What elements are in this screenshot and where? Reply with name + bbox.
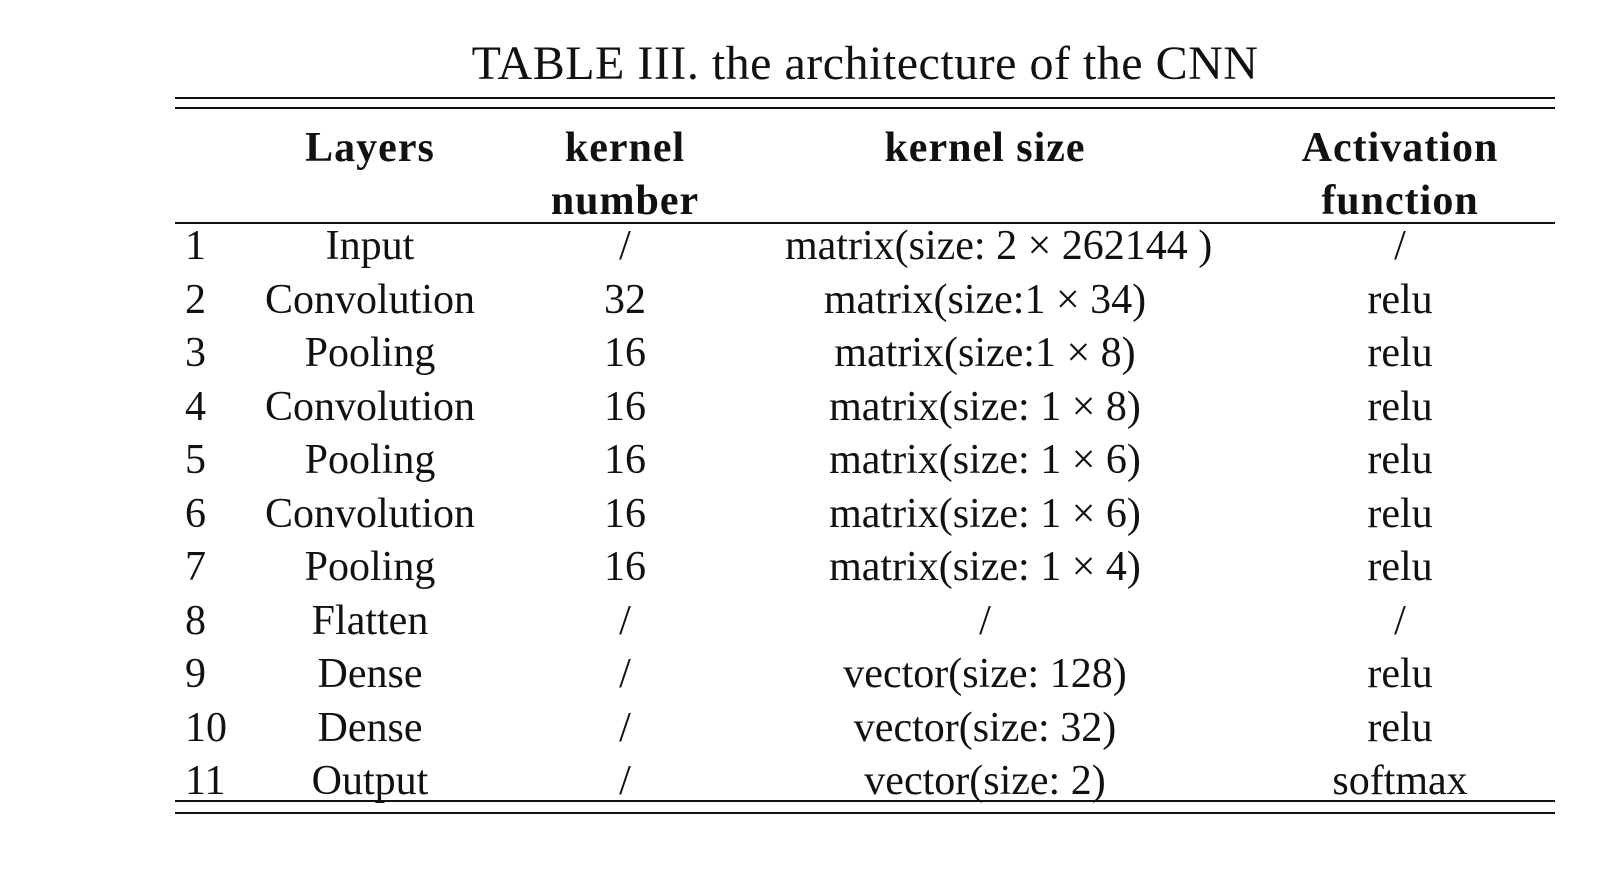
table-row: 2 Convolution 32 matrix(size:1 × 34) relu — [175, 274, 1555, 328]
header-kernel-number: kernel number — [510, 122, 740, 228]
row-activation: relu — [1367, 330, 1433, 376]
row-kernel-number: / — [619, 758, 631, 804]
row-activation: relu — [1367, 490, 1433, 537]
row-number: 7 — [185, 544, 206, 590]
header-activation-line1: Activation — [1301, 125, 1499, 171]
top-rule-outer — [175, 97, 1555, 99]
row-kernel-size: matrix(size: 2 × 262144 ) — [785, 223, 1213, 269]
row-activation: relu — [1367, 383, 1433, 430]
table-body: 1 Input / matrix(size: 2 × 262144 ) / 2 Convol… — [175, 220, 1555, 809]
row-activation: relu — [1367, 651, 1433, 697]
row-kernel-size: matrix(size:1 × 34) — [823, 276, 1147, 323]
cnn-architecture-table: Layers kernel number kernel size Activat… — [175, 112, 1555, 804]
row-layer: Dense — [317, 651, 423, 697]
row-kernel-number: / — [619, 597, 631, 644]
row-activation: relu — [1367, 704, 1433, 751]
row-kernel-number: 16 — [604, 330, 646, 376]
header-kernel-number-line1: kernel — [564, 125, 686, 171]
row-kernel-number: / — [619, 651, 631, 697]
row-number: 11 — [185, 758, 226, 804]
row-activation: / — [1394, 597, 1406, 644]
table-row: 11 Output / vector(size: 2) softmax — [175, 755, 1555, 809]
row-activation: relu — [1367, 544, 1433, 590]
row-number: 5 — [185, 437, 206, 483]
row-kernel-size: matrix(size:1 × 8) — [834, 330, 1136, 376]
row-activation: relu — [1367, 437, 1433, 483]
header-activation-line2: function — [1321, 178, 1479, 224]
row-kernel-number: / — [619, 704, 631, 751]
row-number: 6 — [185, 490, 206, 537]
row-layer: Convolution — [264, 383, 476, 430]
table-row: 4 Convolution 16 matrix(size: 1 × 8) relu — [175, 381, 1555, 435]
bottom-rule-inner — [175, 800, 1555, 802]
row-kernel-size: / — [979, 597, 991, 644]
row-kernel-number: 16 — [604, 490, 646, 537]
row-number: 8 — [185, 597, 206, 644]
header-rule — [175, 222, 1555, 224]
row-number: 2 — [185, 276, 206, 323]
row-layer: Convolution — [264, 276, 476, 323]
row-kernel-size: vector(size: 32) — [853, 704, 1117, 751]
header-layers: Layers — [305, 125, 435, 171]
table-row: 7 Pooling 16 matrix(size: 1 × 4) relu — [175, 541, 1555, 595]
table-header-row: Layers kernel number kernel size Activat… — [175, 112, 1555, 232]
table-row: 5 Pooling 16 matrix(size: 1 × 6) relu — [175, 434, 1555, 488]
row-kernel-number: 16 — [604, 544, 646, 590]
header-activation-function: Activation function — [1260, 122, 1540, 228]
row-number: 3 — [185, 330, 206, 376]
table-row: 8 Flatten / / / — [175, 595, 1555, 649]
bottom-rule-outer — [175, 812, 1555, 814]
header-kernel-size: kernel size — [884, 125, 1086, 171]
row-kernel-number: / — [619, 223, 631, 269]
row-layer: Pooling — [304, 437, 436, 483]
row-kernel-number: 16 — [604, 383, 646, 430]
row-layer: Flatten — [311, 597, 429, 644]
table-caption: TABLE III. the architecture of the CNN — [471, 37, 1259, 90]
row-number: 1 — [185, 223, 206, 269]
row-kernel-size: vector(size: 2) — [864, 758, 1106, 804]
row-kernel-number: 32 — [604, 276, 646, 323]
table-row: 6 Convolution 16 matrix(size: 1 × 6) relu — [175, 488, 1555, 542]
row-kernel-size: vector(size: 128) — [843, 651, 1127, 697]
row-activation: / — [1394, 223, 1406, 269]
row-number: 10 — [185, 704, 227, 751]
table-row: 9 Dense / vector(size: 128) relu — [175, 648, 1555, 702]
row-kernel-size: matrix(size: 1 × 6) — [829, 437, 1141, 483]
table-row: 3 Pooling 16 matrix(size:1 × 8) relu — [175, 327, 1555, 381]
row-layer: Pooling — [304, 544, 436, 590]
row-kernel-size: matrix(size: 1 × 6) — [829, 490, 1141, 537]
row-kernel-size: matrix(size: 1 × 8) — [829, 383, 1141, 430]
top-rule-inner — [175, 107, 1555, 109]
row-number: 4 — [185, 383, 206, 430]
header-kernel-number-line2: number — [550, 178, 700, 224]
row-layer: Convolution — [264, 490, 476, 537]
row-kernel-size: matrix(size: 1 × 4) — [829, 544, 1141, 590]
row-layer: Input — [325, 223, 415, 269]
row-layer: Pooling — [304, 330, 436, 376]
row-kernel-number: 16 — [604, 437, 646, 483]
table-row: 10 Dense / vector(size: 32) relu — [175, 702, 1555, 756]
row-number: 9 — [185, 651, 206, 697]
row-activation: relu — [1367, 276, 1433, 323]
row-layer: Output — [311, 758, 429, 804]
table-row: 1 Input / matrix(size: 2 × 262144 ) / — [175, 220, 1555, 274]
row-activation: softmax — [1332, 758, 1468, 804]
row-layer: Dense — [317, 704, 423, 751]
